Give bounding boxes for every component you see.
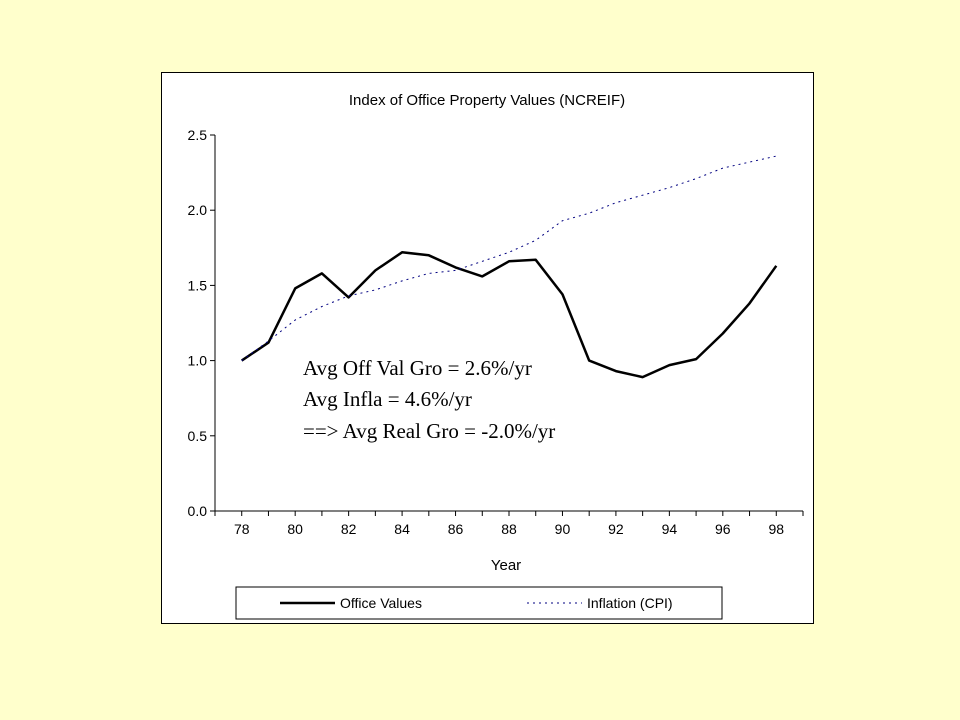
y-tick-label: 1.0 [188,353,208,369]
x-tick-label: 98 [768,521,784,537]
y-tick-label: 1.5 [188,277,208,293]
x-tick-label: 80 [287,521,303,537]
x-tick-label: 84 [394,521,410,537]
x-tick-label: 88 [501,521,517,537]
legend-label-office-values: Office Values [340,595,422,611]
y-tick-label: 2.5 [188,127,208,143]
series-line-inflation [241,155,777,362]
y-tick-label: 2.0 [188,202,208,218]
x-ticks: 78 80 82 84 86 88 90 92 94 96 98 [214,511,804,537]
y-tick-label: 0.5 [188,428,208,444]
chart-frame: Index of Office Property Values (NCREIF)… [161,72,814,624]
x-tick-label: 90 [555,521,571,537]
annotation-real-growth: ==> Avg Real Gro = -2.0%/yr [303,419,555,443]
x-tick-label: 92 [608,521,624,537]
y-tick-label: 0.0 [188,503,208,519]
legend-label-inflation: Inflation (CPI) [587,595,673,611]
x-tick-label: 94 [662,521,678,537]
x-tick-label: 96 [715,521,731,537]
annotation-inflation: Avg Infla = 4.6%/yr [303,387,472,411]
series-line-office-values [241,251,778,379]
annotation-office-growth: Avg Off Val Gro = 2.6%/yr [303,356,532,380]
series-layer [241,155,778,379]
x-tick-label: 78 [234,521,250,537]
y-ticks: 0.0 0.5 1.0 1.5 2.0 2.5 [188,127,215,519]
plot-area: 0.0 0.5 1.0 1.5 2.0 2.5 78 80 82 84 86 88 90 92 94 96 9… [188,127,804,537]
legend: Office Values Inflation (CPI) [235,586,723,620]
x-tick-label: 82 [341,521,357,537]
chart-svg: Index of Office Property Values (NCREIF)… [188,92,804,620]
annotation-block: Avg Off Val Gro = 2.6%/yr Avg Infla = 4.… [303,356,555,443]
x-axis-title: Year [491,557,521,574]
chart-title: Index of Office Property Values (NCREIF) [349,92,625,109]
x-tick-label: 86 [448,521,464,537]
